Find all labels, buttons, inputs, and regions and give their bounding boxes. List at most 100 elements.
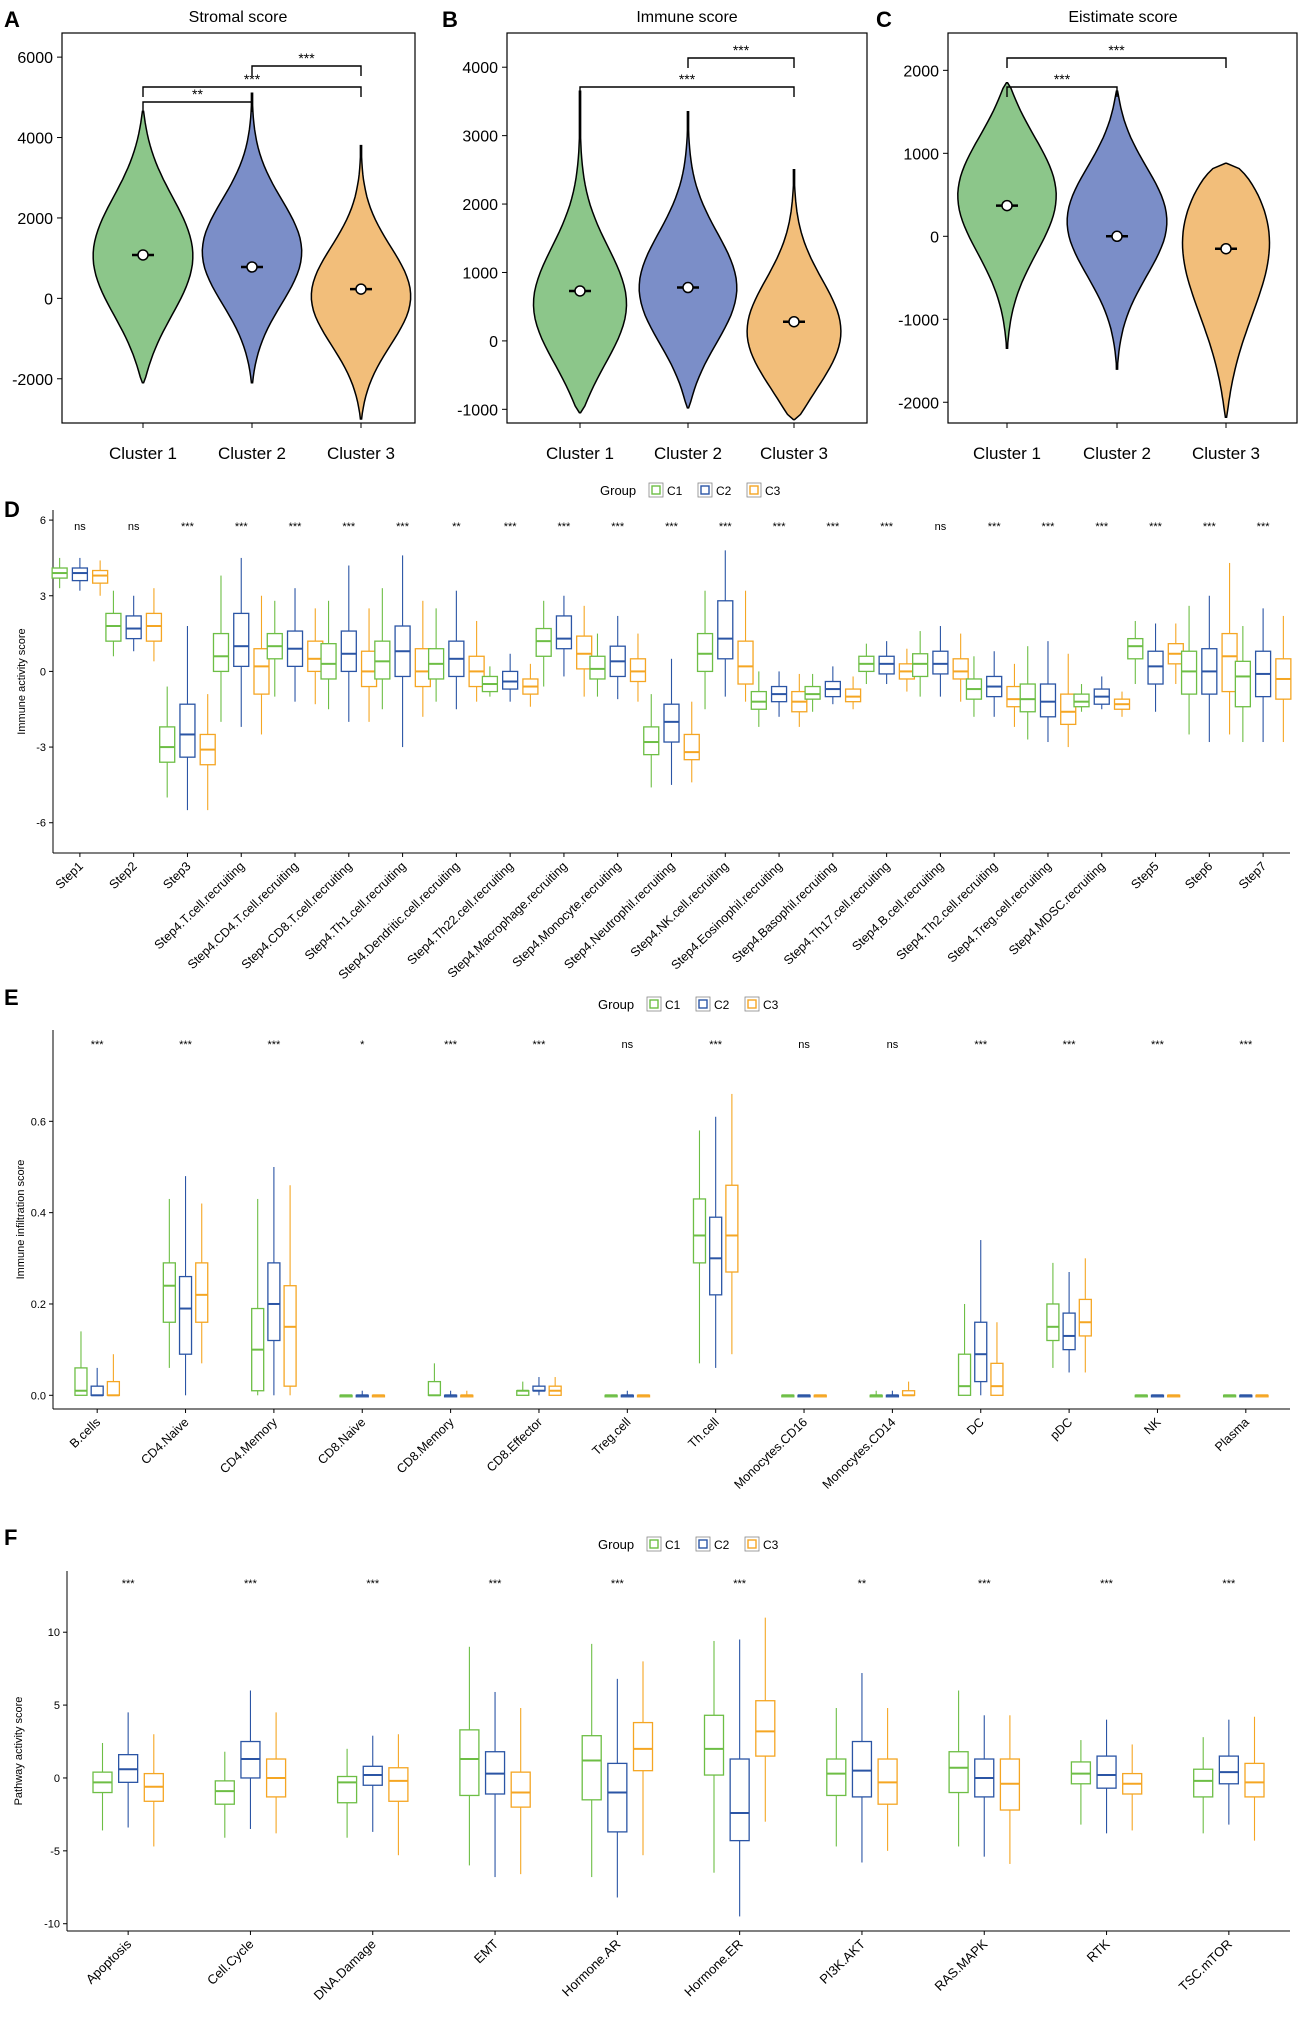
box-c1 (826, 1708, 847, 1847)
significance-label: *** (342, 521, 356, 533)
box-c1 (427, 1363, 442, 1397)
box-c1 (251, 1198, 265, 1396)
significance-label: *** (611, 521, 625, 533)
significance-label: ns (74, 521, 86, 533)
significance-label: *** (978, 1578, 992, 1590)
iqr-box (1218, 1755, 1239, 1785)
immune-infiltration-boxplot: Group C1 C2 C3 0.0 0.2 0.4 0.6 Immune infiltrati… (15, 996, 1290, 1492)
violin-cluster-2 (1066, 90, 1168, 370)
iqr-box (510, 1771, 531, 1808)
y-tick-label: 0 (489, 334, 498, 351)
significance-label: *** (298, 50, 315, 66)
box-c3 (877, 1708, 898, 1851)
iqr-box (717, 600, 734, 660)
x-tick-label: Step4.T.cell.recruiting (152, 859, 248, 952)
iqr-box (1147, 650, 1164, 685)
significance-label: *** (880, 521, 894, 533)
x-tick-label: Cell.Cycle (204, 1936, 257, 1987)
box-c1 (320, 600, 337, 710)
box-c2 (362, 1735, 383, 1832)
y-tick-label: -1000 (898, 312, 939, 329)
iqr-box (1244, 1762, 1265, 1798)
box-c1 (1193, 1737, 1214, 1834)
y-tick-label: -10 (44, 1919, 60, 1931)
x-tick-label: B.cells (67, 1415, 103, 1451)
iqr-box (1096, 1755, 1117, 1789)
y-tick-label: -1000 (457, 402, 498, 419)
iqr-box (340, 630, 357, 673)
median-point (788, 315, 800, 328)
iqr-box (1046, 1303, 1060, 1342)
violin-cluster-3 (310, 144, 412, 420)
box-c2 (1039, 641, 1057, 743)
median-point (1001, 199, 1013, 212)
significance-label: *** (1108, 42, 1125, 58)
y-tick-label: -6 (36, 818, 46, 830)
box-c3 (460, 1390, 474, 1398)
box-c2 (1093, 676, 1110, 710)
legend-label: C1 (667, 484, 683, 498)
violin-cluster-1 (92, 110, 194, 384)
iqr-box (502, 670, 519, 690)
x-tick-label: Step6 (1182, 859, 1215, 892)
box-c2 (1150, 1394, 1165, 1398)
iqr-box (233, 612, 250, 668)
box-c1 (339, 1394, 353, 1398)
significance-label: *** (181, 521, 195, 533)
panel-d: D Group C1 C2 C3 -6 -3 0 3 6 Immune activity scor… (4, 482, 1292, 982)
significance-label: *** (974, 1039, 988, 1051)
y-tick-label: 3000 (462, 129, 498, 146)
x-tick-label: Hormone.AR (559, 1936, 623, 1999)
box-c1 (1127, 620, 1144, 685)
significance-label: *** (91, 1039, 105, 1051)
legend-key-c2 (700, 485, 710, 495)
significance-label: ns (935, 521, 947, 533)
box-c3 (106, 1354, 121, 1397)
box-c1 (804, 673, 821, 712)
box-c2 (555, 595, 573, 677)
box-c2 (986, 651, 1003, 717)
significance-label: *** (396, 521, 410, 533)
box-c1 (74, 1331, 88, 1396)
x-tick-label: Step2 (107, 859, 140, 892)
box-c3 (143, 1734, 164, 1847)
significance-label: *** (733, 42, 750, 58)
box-c3 (990, 1322, 1004, 1396)
panel-d-letter: D (4, 497, 20, 522)
legend-title: Group (600, 483, 636, 498)
box-c1 (1019, 646, 1036, 740)
x-tick-label: Step4.Basophil.recruiting (729, 859, 839, 966)
y-tick-label: 1000 (462, 265, 498, 282)
legend-label: C2 (714, 1538, 730, 1552)
x-tick-label: Cluster 1 (109, 444, 177, 463)
y-tick-label: 3 (40, 591, 46, 603)
significance-label: ** (192, 86, 203, 102)
immune-violin-plot: -1000 0 1000 2000 3000 4000 Cluster 1 Cluster 2… (457, 32, 868, 463)
legend-key-c1 (649, 999, 659, 1009)
x-tick-label: RAS.MAPK (932, 1936, 991, 1994)
box-c1 (869, 1390, 883, 1398)
box-c2 (240, 1690, 261, 1829)
box-c3 (468, 620, 485, 702)
x-tick-label: Cluster 1 (973, 444, 1041, 463)
panel-c-title: Eistimate score (1068, 9, 1177, 26)
x-tick-label: Th.cell (686, 1415, 722, 1451)
x-tick-label: EMT (471, 1936, 501, 1966)
iqr-box (336, 1775, 358, 1804)
iqr-box (974, 1321, 988, 1383)
iqr-box (90, 1385, 104, 1396)
iqr-box (388, 1767, 409, 1802)
x-tick-label: Step4.CD8.T.cell.recruiting (239, 859, 355, 972)
significance-label: *** (679, 71, 696, 87)
box-c2 (878, 641, 895, 685)
box-c3 (952, 633, 969, 702)
legend-key-c2 (698, 1539, 708, 1549)
box-c2 (532, 1377, 546, 1396)
x-tick-label: Step4.Th17.cell.recruiting (781, 859, 893, 968)
pathway-activity-boxplot: Group C1 C2 C3 -10 -5 0 5 10 Pathway activity sco… (13, 1536, 1290, 2003)
y-tick-label: -2000 (898, 395, 939, 412)
iqr-box (629, 658, 647, 683)
box-c2 (355, 1390, 369, 1398)
iqr-box (178, 1275, 193, 1355)
